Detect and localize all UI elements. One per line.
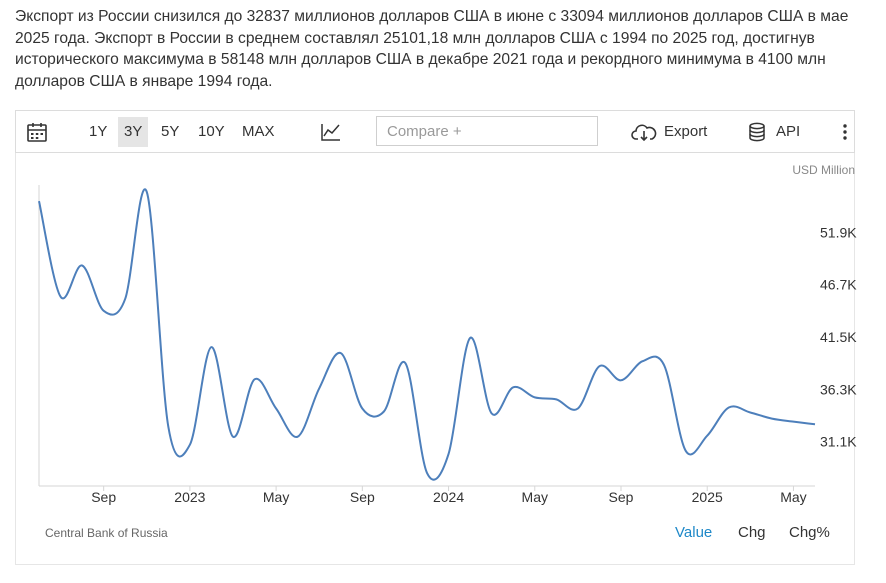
description-text: Экспорт из России снизился до 32837 милл…	[15, 8, 849, 90]
range-5y[interactable]: 5Y	[161, 123, 180, 140]
x-tick-label: 2023	[174, 489, 205, 505]
calendar-icon[interactable]	[26, 111, 48, 152]
export-button[interactable]: Export	[631, 111, 707, 152]
line-chart-icon[interactable]	[320, 111, 342, 152]
x-tick-label: 2025	[692, 489, 723, 505]
y-tick-label: 51.9K	[820, 224, 857, 240]
chart-toolbar: 1Y 3Y 5Y 10Y MAX Export API	[15, 110, 855, 153]
range-10y[interactable]: 10Y	[198, 123, 225, 140]
cloud-download-icon	[631, 124, 657, 141]
mode-chg[interactable]: Chg	[738, 524, 766, 541]
y-tick-label: 41.5K	[820, 329, 857, 345]
x-tick-label: Sep	[609, 489, 634, 505]
range-1y[interactable]: 1Y	[89, 123, 108, 140]
range-max[interactable]: MAX	[242, 123, 275, 140]
database-icon	[749, 122, 765, 141]
x-tick-label: May	[780, 489, 806, 505]
y-tick-label: 31.1K	[820, 434, 857, 450]
y-tick-label: 36.3K	[820, 381, 857, 397]
x-tick-label: May	[263, 489, 289, 505]
x-tick-label: Sep	[91, 489, 116, 505]
mode-chg-pct[interactable]: Chg%	[789, 524, 830, 541]
mode-value[interactable]: Value	[675, 524, 713, 541]
api-button[interactable]: API	[748, 111, 800, 152]
range-3y[interactable]: 3Y	[118, 117, 149, 147]
more-options-icon[interactable]	[842, 111, 848, 152]
source-label: Central Bank of Russia	[45, 526, 168, 540]
compare-input[interactable]	[376, 116, 598, 146]
x-tick-label: May	[522, 489, 548, 505]
x-tick-label: 2024	[433, 489, 464, 505]
api-label: API	[776, 123, 801, 140]
series-line	[38, 188, 816, 481]
y-tick-label: 46.7K	[820, 277, 857, 293]
export-label: Export	[664, 123, 708, 140]
unit-label: USD Million	[792, 163, 855, 177]
x-tick-label: Sep	[350, 489, 375, 505]
